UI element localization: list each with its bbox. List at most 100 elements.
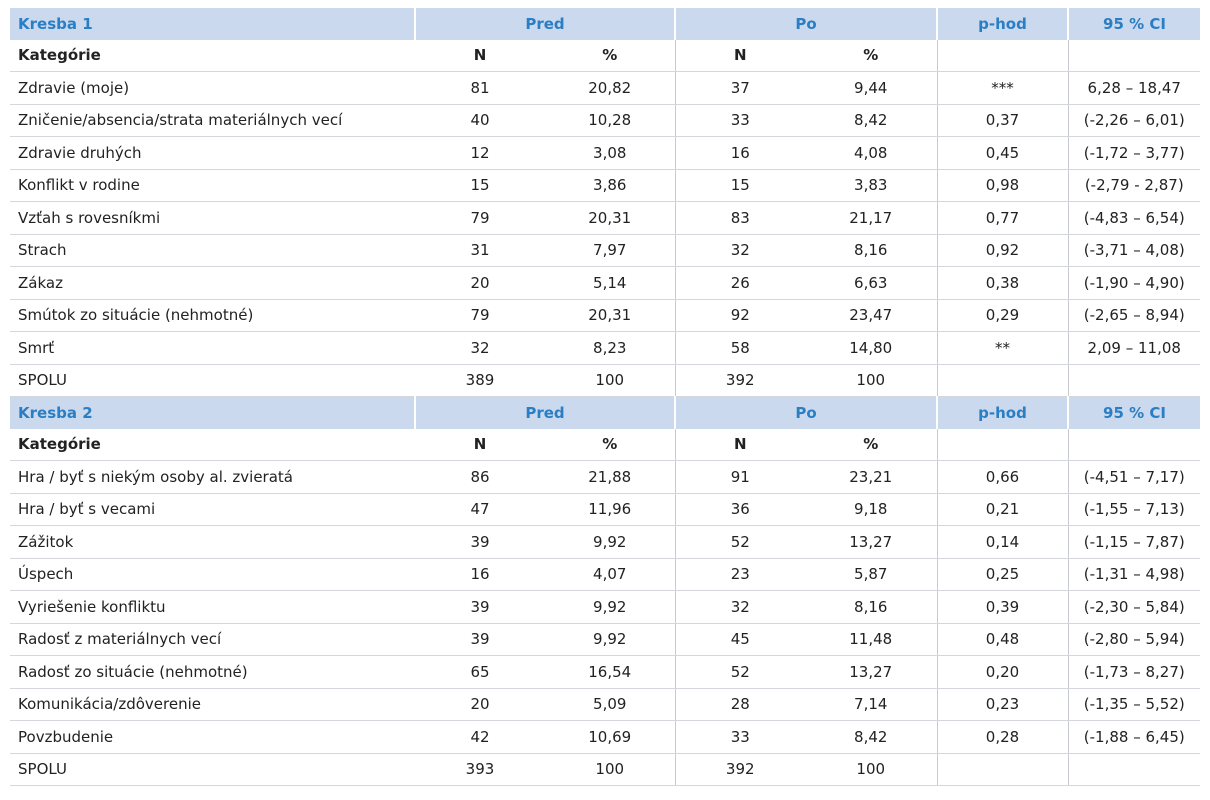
table-cell: % xyxy=(545,39,675,72)
section-header: Kresba 2 Pred Po p-hod 95 % CI xyxy=(10,396,1200,429)
table-cell: 37 xyxy=(674,71,805,105)
table-row: Hra / byť s vecami 47 11,96 36 9,18 0,21 (-1,5… xyxy=(10,493,1200,526)
table-cell: 3,83 xyxy=(805,169,937,202)
table-cell: 11,96 xyxy=(545,493,675,526)
table-cell: (-1,73 – 8,27) xyxy=(1067,655,1200,689)
table-row: Smútok zo situácie (nehmotné) 79 20,31 92 23… xyxy=(10,299,1200,332)
table-cell: p-hod xyxy=(936,396,1068,429)
table-row: Zážitok 39 9,92 52 13,27 0,14 (-1,15 – 7,87) xyxy=(10,525,1200,559)
table-cell: 42 xyxy=(415,720,545,754)
table-cell: p-hod xyxy=(936,8,1068,40)
table-cell: ** xyxy=(936,331,1068,365)
table-cell: 23,47 xyxy=(805,299,937,332)
table-cell: Pred xyxy=(414,396,675,429)
table-cell: 79 xyxy=(415,201,545,235)
table-cell: 32 xyxy=(674,234,805,267)
table-cell: 0,21 xyxy=(936,493,1068,526)
table-cell: 4,08 xyxy=(805,136,937,170)
table-cell: Zničenie/absencia/strata materiálnych ve… xyxy=(10,104,415,137)
table-cell: 47 xyxy=(415,493,545,526)
table-cell: 0,23 xyxy=(936,688,1068,721)
table-cell: (-1,90 – 4,90) xyxy=(1067,266,1200,300)
table-row: Zničenie/absencia/strata materiálnych ve… xyxy=(10,104,1200,137)
table-cell: Zdravie (moje) xyxy=(10,71,415,105)
table-cell: 9,92 xyxy=(545,590,675,624)
table-cell: 31 xyxy=(415,234,545,267)
table-cell: *** xyxy=(936,71,1068,105)
table-cell: SPOLU xyxy=(10,753,415,786)
table-cell: Komunikácia/zdôverenie xyxy=(10,688,415,721)
table-cell: N xyxy=(674,39,805,72)
table-cell: 39 xyxy=(415,525,545,559)
table-cell: Zákaz xyxy=(10,266,415,300)
table-cell: 3,86 xyxy=(545,169,675,202)
table-row: Komunikácia/zdôverenie 20 5,09 28 7,14 0,23 (-… xyxy=(10,688,1200,721)
table-cell: Zdravie druhých xyxy=(10,136,415,170)
table-cell: Hra / byť s vecami xyxy=(10,493,415,526)
table-cell: Po xyxy=(674,396,937,429)
table-cell: 100 xyxy=(805,753,937,786)
table-cell: 20,31 xyxy=(545,201,675,235)
table-row: Vzťah s rovesníkmi 79 20,31 83 21,17 0,77 (-4,… xyxy=(10,201,1200,235)
table-cell: 92 xyxy=(674,299,805,332)
table-cell: 9,18 xyxy=(805,493,937,526)
table-cell: 9,92 xyxy=(545,623,675,656)
table-cell: Hra / byť s niekým osoby al. zvieratá xyxy=(10,460,415,494)
table-cell: 8,42 xyxy=(805,720,937,754)
table-cell: 13,27 xyxy=(805,655,937,689)
table-cell: Kresba 1 xyxy=(10,8,415,40)
table-cell: 83 xyxy=(674,201,805,235)
table-cell xyxy=(936,428,1068,461)
table-cell: 0,98 xyxy=(936,169,1068,202)
table-cell: 28 xyxy=(674,688,805,721)
table-cell: 95 % CI xyxy=(1067,8,1200,40)
table-cell xyxy=(1067,753,1200,786)
table-cell: % xyxy=(805,39,937,72)
table-cell: 16 xyxy=(415,558,545,591)
table-cell xyxy=(936,753,1068,786)
table-cell: 10,69 xyxy=(545,720,675,754)
table-cell: Zážitok xyxy=(10,525,415,559)
table-cell: Konflikt v rodine xyxy=(10,169,415,202)
table-cell: Vzťah s rovesníkmi xyxy=(10,201,415,235)
table-cell: 20 xyxy=(415,688,545,721)
table-cell: 5,87 xyxy=(805,558,937,591)
table-cell: 15 xyxy=(415,169,545,202)
table-cell: 33 xyxy=(674,104,805,137)
table-cell: 40 xyxy=(415,104,545,137)
table-cell: (-2,80 – 5,94) xyxy=(1067,623,1200,656)
table-cell: 2,09 – 11,08 xyxy=(1067,331,1200,365)
table-cell: (-1,31 – 4,98) xyxy=(1067,558,1200,591)
table-cell: 23 xyxy=(674,558,805,591)
table-cell: 20 xyxy=(415,266,545,300)
table-cell: 21,17 xyxy=(805,201,937,235)
table-cell: 32 xyxy=(674,590,805,624)
table-cell: 6,63 xyxy=(805,266,937,300)
table-cell: 26 xyxy=(674,266,805,300)
table-cell: Úspech xyxy=(10,558,415,591)
table-cell: 0,29 xyxy=(936,299,1068,332)
table-row: Konflikt v rodine 15 3,86 15 3,83 0,98 (-2,79 … xyxy=(10,169,1200,202)
table-cell: 392 xyxy=(674,364,805,397)
table-cell: 0,48 xyxy=(936,623,1068,656)
table-cell: 11,48 xyxy=(805,623,937,656)
table-cell: (-1,72 – 3,77) xyxy=(1067,136,1200,170)
table-cell: 65 xyxy=(415,655,545,689)
table-cell: (-2,26 – 6,01) xyxy=(1067,104,1200,137)
table-cell: (-1,88 – 6,45) xyxy=(1067,720,1200,754)
table-cell: Vyriešenie konfliktu xyxy=(10,590,415,624)
table-cell: 0,37 xyxy=(936,104,1068,137)
table-cell: 23,21 xyxy=(805,460,937,494)
table-cell: Pred xyxy=(414,8,675,40)
table-cell: 33 xyxy=(674,720,805,754)
table-cell: (-3,71 – 4,08) xyxy=(1067,234,1200,267)
table-cell: 16,54 xyxy=(545,655,675,689)
table-cell: 0,25 xyxy=(936,558,1068,591)
table-cell xyxy=(1067,428,1200,461)
column-header: Kategórie N% N% xyxy=(10,39,1200,72)
table-cell: 392 xyxy=(674,753,805,786)
table-cell: N xyxy=(415,428,545,461)
table-cell: Kategórie xyxy=(10,39,415,72)
table-cell xyxy=(1067,364,1200,397)
table-cell: 0,45 xyxy=(936,136,1068,170)
